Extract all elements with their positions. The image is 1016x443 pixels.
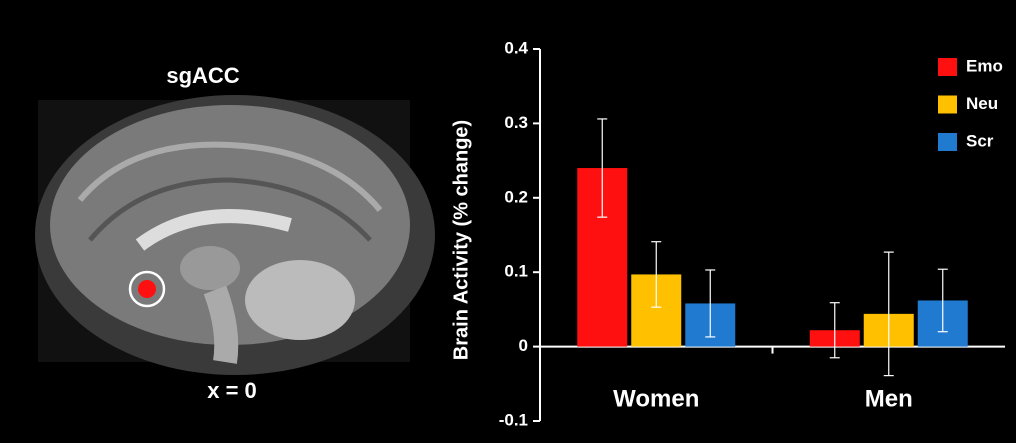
x-tick-label: Women <box>613 385 699 412</box>
y-tick-label: 0.1 <box>504 262 528 281</box>
brain-caption: x = 0 <box>207 378 257 403</box>
legend-label: Scr <box>966 131 994 150</box>
y-tick-label: 0 <box>519 336 528 355</box>
brain-title: sgACC <box>166 63 239 88</box>
roi <box>138 280 156 298</box>
legend-swatch <box>938 133 957 151</box>
y-tick-label: 0.3 <box>504 113 528 132</box>
cerebellum <box>245 260 355 340</box>
corpus-callosum <box>135 209 292 251</box>
gyri <box>77 141 383 212</box>
legend-label: Neu <box>966 94 998 113</box>
y-tick-label: 0.2 <box>504 187 528 206</box>
brainstem <box>203 285 239 364</box>
x-tick-label: Men <box>865 385 913 412</box>
y-axis-label: Brain Activity (% change) <box>450 120 472 360</box>
legend-swatch <box>938 95 957 114</box>
roi-circle <box>128 270 166 308</box>
legend-swatch <box>938 58 957 76</box>
gyri <box>88 177 372 242</box>
y-tick-label: 0.4 <box>504 38 528 57</box>
thalamus <box>180 246 240 290</box>
brain-image <box>35 95 435 375</box>
legend-label: Emo <box>966 56 1003 75</box>
y-tick-label: -0.1 <box>499 410 528 429</box>
